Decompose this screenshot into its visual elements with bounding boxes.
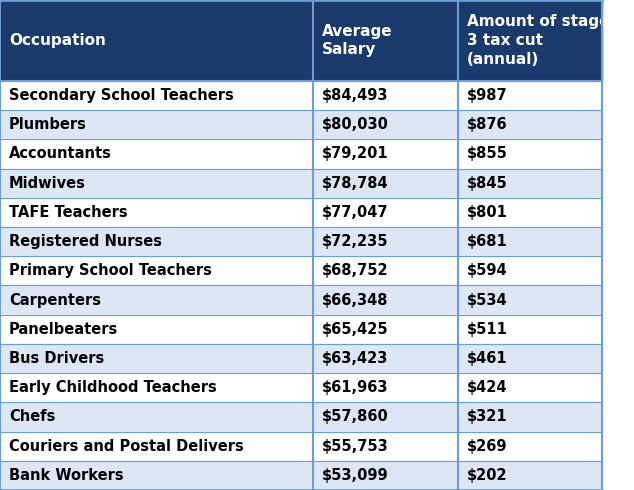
Bar: [0, 139, 602, 169]
Text: $80,030: $80,030: [322, 117, 389, 132]
Bar: [0, 344, 602, 373]
Bar: [0, 402, 602, 432]
Text: Secondary School Teachers: Secondary School Teachers: [9, 88, 234, 103]
Text: $77,047: $77,047: [322, 205, 389, 220]
Text: $876: $876: [467, 117, 507, 132]
Bar: [0, 432, 602, 461]
Text: $202: $202: [467, 468, 507, 483]
Text: TAFE Teachers: TAFE Teachers: [9, 205, 127, 220]
Bar: [0, 110, 602, 139]
Text: $511: $511: [467, 322, 507, 337]
Text: $269: $269: [467, 439, 507, 454]
Text: Couriers and Postal Delivers: Couriers and Postal Delivers: [9, 439, 244, 454]
Text: $987: $987: [467, 88, 507, 103]
Text: $65,425: $65,425: [322, 322, 389, 337]
Bar: [0, 198, 602, 227]
Bar: [0, 81, 602, 110]
Bar: [0, 256, 602, 285]
Text: $321: $321: [467, 410, 507, 424]
Text: $53,099: $53,099: [322, 468, 389, 483]
Bar: [0, 0, 602, 81]
Text: $461: $461: [467, 351, 507, 366]
Text: $55,753: $55,753: [322, 439, 389, 454]
Text: $594: $594: [467, 263, 507, 278]
Text: $57,860: $57,860: [322, 410, 389, 424]
Text: $63,423: $63,423: [322, 351, 389, 366]
Bar: [0, 315, 602, 344]
Bar: [0, 169, 602, 198]
Text: Amount of stage
3 tax cut
(annual): Amount of stage 3 tax cut (annual): [467, 14, 609, 67]
Text: $855: $855: [467, 147, 507, 161]
Text: $801: $801: [467, 205, 507, 220]
Text: $424: $424: [467, 380, 507, 395]
Text: $72,235: $72,235: [322, 234, 389, 249]
Text: Carpenters: Carpenters: [9, 293, 101, 308]
Bar: [0, 227, 602, 256]
Text: Panelbeaters: Panelbeaters: [9, 322, 119, 337]
Bar: [0, 461, 602, 490]
Text: $681: $681: [467, 234, 507, 249]
Text: Registered Nurses: Registered Nurses: [9, 234, 162, 249]
Text: $84,493: $84,493: [322, 88, 389, 103]
Text: $845: $845: [467, 175, 507, 191]
Text: Early Childhood Teachers: Early Childhood Teachers: [9, 380, 217, 395]
Text: Chefs: Chefs: [9, 410, 55, 424]
Text: Occupation: Occupation: [9, 33, 106, 48]
Text: Accountants: Accountants: [9, 147, 112, 161]
Text: $61,963: $61,963: [322, 380, 389, 395]
Bar: [0, 373, 602, 402]
Text: Average
Salary: Average Salary: [322, 24, 392, 57]
Text: $68,752: $68,752: [322, 263, 389, 278]
Text: $66,348: $66,348: [322, 293, 389, 308]
Text: $534: $534: [467, 293, 507, 308]
Text: $78,784: $78,784: [322, 175, 389, 191]
Text: Primary School Teachers: Primary School Teachers: [9, 263, 212, 278]
Bar: [0, 285, 602, 315]
Text: Plumbers: Plumbers: [9, 117, 87, 132]
Text: Midwives: Midwives: [9, 175, 86, 191]
Text: Bank Workers: Bank Workers: [9, 468, 124, 483]
Text: $79,201: $79,201: [322, 147, 389, 161]
Text: Bus Drivers: Bus Drivers: [9, 351, 104, 366]
